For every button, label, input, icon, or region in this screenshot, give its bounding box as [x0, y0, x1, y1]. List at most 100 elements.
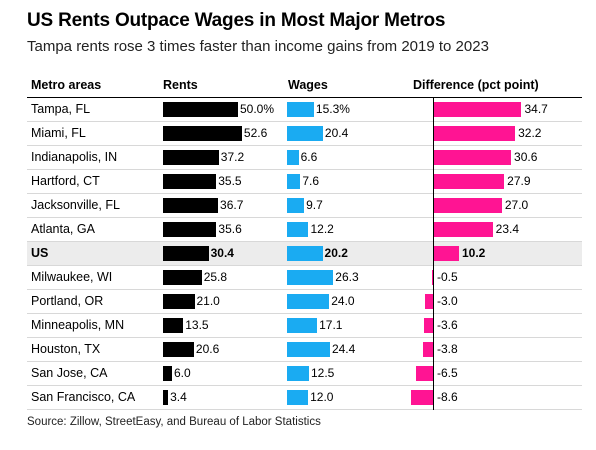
difference-bar — [433, 174, 505, 189]
wages-bar — [287, 126, 323, 141]
wages-value-label: 12.0 — [310, 390, 334, 404]
metro-label: San Francisco, CA — [31, 390, 136, 404]
rents-bar — [163, 366, 172, 381]
difference-value-label: -8.6 — [437, 390, 458, 404]
table-row: Atlanta, GA 35.6 12.2 23.4 — [27, 218, 582, 242]
difference-bar — [416, 366, 433, 381]
wages-value-label: 20.2 — [324, 246, 348, 260]
rents-value-label: 35.5 — [218, 174, 242, 188]
header-metro: Metro areas — [31, 78, 102, 92]
difference-value-label: 30.6 — [514, 150, 538, 164]
rents-value-label: 37.2 — [220, 150, 245, 164]
metro-label: Atlanta, GA — [31, 222, 95, 236]
wages-value-label: 24.0 — [331, 294, 355, 308]
wages-bar — [287, 294, 330, 309]
table-row: Houston, TX 20.6 24.4 -3.8 — [27, 338, 582, 362]
table-row: Milwaukee, WI 25.8 26.3 -0.5 — [27, 266, 582, 290]
rents-value-label: 30.4 — [210, 246, 234, 260]
wages-value-label: 20.4 — [324, 126, 349, 140]
rents-value-label: 13.5 — [185, 318, 209, 332]
wages-bar — [287, 318, 318, 333]
difference-bar — [433, 222, 493, 237]
rents-value-label: 3.4 — [170, 390, 187, 404]
difference-bar — [423, 318, 433, 333]
wages-value-label: 12.2 — [310, 222, 334, 236]
wages-bar — [287, 222, 309, 237]
difference-zero-line — [433, 98, 434, 410]
metro-label: Hartford, CT — [31, 174, 100, 188]
wages-value-label: 9.7 — [306, 198, 323, 212]
rents-bar — [163, 246, 209, 261]
table-row: US 30.4 20.2 10.2 — [27, 242, 582, 266]
rents-bar — [163, 222, 217, 237]
table-row: Minneapolis, MN 13.5 17.1 -3.6 — [27, 314, 582, 338]
difference-bar — [433, 102, 522, 117]
difference-bar — [423, 342, 433, 357]
wages-value-label: 6.6 — [300, 150, 318, 164]
wages-bar — [287, 102, 314, 117]
wages-value-label: 12.5 — [311, 366, 335, 380]
difference-value-label: -3.0 — [437, 294, 458, 308]
difference-value-label: 34.7 — [524, 102, 548, 116]
difference-bar — [433, 126, 516, 141]
difference-bar — [433, 246, 459, 261]
header-rents: Rents — [163, 78, 198, 92]
wages-bar — [287, 390, 309, 405]
wages-value-label: 17.1 — [319, 318, 343, 332]
difference-value-label: 27.0 — [504, 198, 529, 212]
rents-value-label: 36.7 — [220, 198, 244, 212]
table-row: Jacksonville, FL 36.7 9.7 27.0 — [27, 194, 582, 218]
table-row: Hartford, CT 35.5 7.6 27.9 — [27, 170, 582, 194]
rents-bar — [163, 342, 194, 357]
wages-value-label: 24.4 — [331, 342, 356, 356]
wages-bar — [287, 150, 299, 165]
wages-bar — [287, 270, 334, 285]
rents-bar — [163, 390, 169, 405]
difference-value-label: -6.5 — [437, 366, 458, 380]
difference-value-label: -3.6 — [437, 318, 458, 332]
table-row: San Francisco, CA 3.4 12.0 -8.6 — [27, 386, 582, 410]
wages-bar — [287, 246, 323, 261]
rents-bar — [163, 150, 219, 165]
difference-bar — [433, 198, 502, 213]
table-row: Indianapolis, IN 37.2 6.6 30.6 — [27, 146, 582, 170]
metro-label: Portland, OR — [31, 294, 104, 308]
metro-label: San Jose, CA — [31, 366, 108, 380]
wages-value-label: 26.3 — [335, 270, 359, 284]
header-rule — [27, 97, 582, 98]
wages-value-label: 15.3% — [315, 102, 350, 116]
metro-label: Jacksonville, FL — [31, 198, 120, 212]
difference-bar — [411, 390, 433, 405]
rents-bar — [163, 318, 184, 333]
rents-bar — [163, 126, 242, 141]
metro-label: Milwaukee, WI — [31, 270, 113, 284]
wages-bar — [287, 366, 309, 381]
rents-bar — [163, 102, 238, 117]
rents-bar — [163, 174, 217, 189]
difference-value-label: 32.2 — [518, 126, 542, 140]
metro-label: Minneapolis, MN — [31, 318, 125, 332]
header-difference: Difference (pct point) — [413, 78, 539, 92]
rents-value-label: 20.6 — [195, 342, 220, 356]
difference-value-label: 10.2 — [462, 246, 486, 260]
table-row: Tampa, FL 50.0% 15.3% 34.7 — [27, 98, 582, 122]
wages-value-label: 7.6 — [302, 174, 320, 188]
rents-bar — [163, 270, 202, 285]
rents-value-label: 6.0 — [174, 366, 191, 380]
rents-value-label: 52.6 — [243, 126, 268, 140]
metro-label: Houston, TX — [31, 342, 101, 356]
table-row: Portland, OR 21.0 24.0 -3.0 — [27, 290, 582, 314]
metro-label: Tampa, FL — [31, 102, 91, 116]
rents-bar — [163, 294, 195, 309]
chart-subtitle: Tampa rents rose 3 times faster than inc… — [27, 38, 489, 55]
wages-bar — [287, 342, 330, 357]
metro-label: US — [31, 246, 49, 260]
rents-value-label: 50.0% — [240, 102, 275, 116]
source-note: Source: Zillow, StreetEasy, and Bureau o… — [27, 416, 321, 428]
difference-bar — [425, 294, 433, 309]
rents-bar — [163, 198, 219, 213]
rents-value-label: 21.0 — [196, 294, 220, 308]
difference-value-label: -0.5 — [437, 270, 458, 284]
difference-bar — [433, 150, 512, 165]
difference-value-label: 23.4 — [495, 222, 520, 236]
